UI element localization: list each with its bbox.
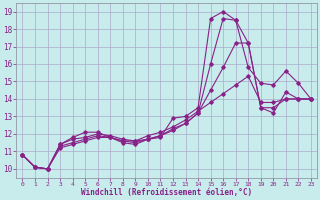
X-axis label: Windchill (Refroidissement éolien,°C): Windchill (Refroidissement éolien,°C) <box>81 188 252 197</box>
